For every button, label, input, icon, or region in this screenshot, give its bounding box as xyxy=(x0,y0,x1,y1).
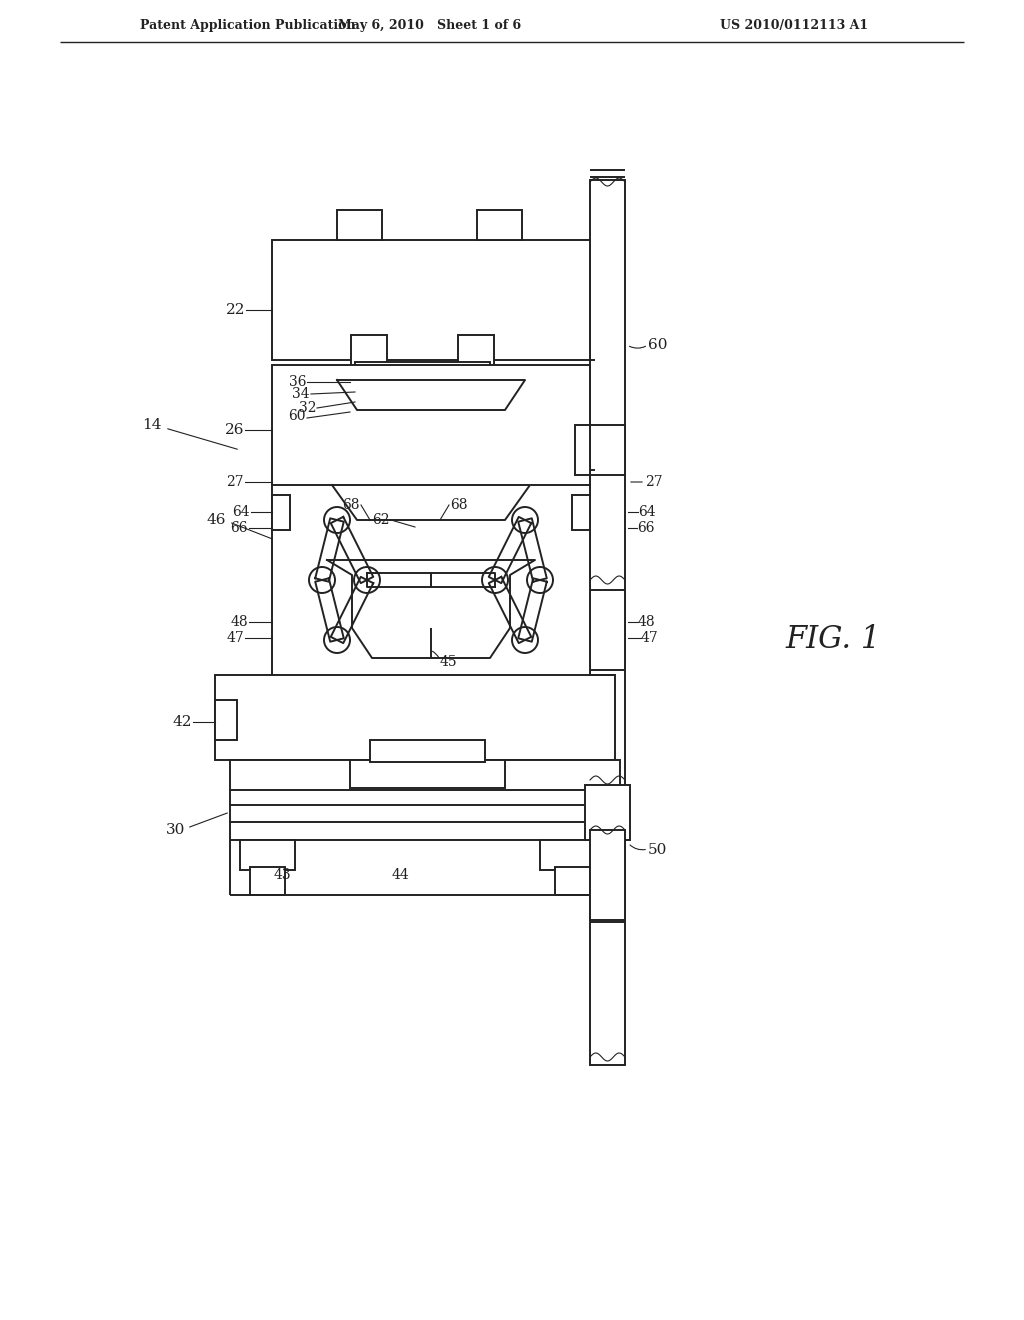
Polygon shape xyxy=(327,560,535,657)
Polygon shape xyxy=(488,577,531,643)
Text: 45: 45 xyxy=(440,655,458,669)
Text: 64: 64 xyxy=(638,506,655,519)
Text: 60: 60 xyxy=(289,409,306,422)
Bar xyxy=(370,741,485,762)
Polygon shape xyxy=(518,578,547,642)
Bar xyxy=(590,180,625,1065)
Bar xyxy=(590,425,625,475)
Text: Patent Application Publication: Patent Application Publication xyxy=(140,18,355,32)
Bar xyxy=(572,495,590,531)
Text: 32: 32 xyxy=(299,401,316,414)
Bar xyxy=(272,366,590,490)
Bar xyxy=(419,572,443,587)
Text: 48: 48 xyxy=(230,615,248,630)
Bar xyxy=(351,459,387,482)
Text: 47: 47 xyxy=(226,631,244,645)
Text: 64: 64 xyxy=(232,506,250,519)
Circle shape xyxy=(482,568,508,593)
Circle shape xyxy=(309,568,335,593)
Circle shape xyxy=(512,507,538,533)
Text: 68: 68 xyxy=(342,498,360,512)
Bar xyxy=(590,830,625,920)
Bar xyxy=(272,484,590,680)
Polygon shape xyxy=(488,517,531,583)
Polygon shape xyxy=(315,578,344,642)
Bar xyxy=(350,760,505,788)
Bar xyxy=(575,425,590,475)
Polygon shape xyxy=(518,519,547,582)
Text: 34: 34 xyxy=(293,387,310,401)
Circle shape xyxy=(324,627,350,653)
Bar xyxy=(215,700,237,741)
Text: 43: 43 xyxy=(273,869,291,882)
Text: 66: 66 xyxy=(637,521,654,535)
Text: 26: 26 xyxy=(224,422,244,437)
Text: 44: 44 xyxy=(391,869,409,882)
Text: 46: 46 xyxy=(207,513,226,527)
Text: 42: 42 xyxy=(172,715,193,729)
Circle shape xyxy=(527,568,553,593)
Circle shape xyxy=(354,568,380,593)
Polygon shape xyxy=(332,484,530,520)
Text: 66: 66 xyxy=(230,521,248,535)
Bar xyxy=(590,590,625,671)
Circle shape xyxy=(324,507,350,533)
Text: US 2010/0112113 A1: US 2010/0112113 A1 xyxy=(720,18,868,32)
Bar xyxy=(458,459,494,482)
Text: 14: 14 xyxy=(142,418,162,432)
Bar xyxy=(458,335,494,385)
Polygon shape xyxy=(331,517,374,583)
Bar xyxy=(540,840,595,870)
Bar xyxy=(585,785,630,840)
Text: 62: 62 xyxy=(373,513,390,527)
Bar xyxy=(477,210,522,240)
Bar xyxy=(215,675,615,760)
Polygon shape xyxy=(315,519,344,582)
Text: 50: 50 xyxy=(648,843,668,857)
Bar xyxy=(337,210,382,240)
Text: May 6, 2010   Sheet 1 of 6: May 6, 2010 Sheet 1 of 6 xyxy=(339,18,521,32)
Bar xyxy=(272,495,290,531)
Text: 30: 30 xyxy=(166,822,185,837)
Text: 68: 68 xyxy=(450,498,468,512)
Text: 47: 47 xyxy=(641,631,658,645)
Text: 27: 27 xyxy=(645,475,663,488)
Text: 48: 48 xyxy=(638,615,655,630)
Bar xyxy=(355,362,490,380)
Bar xyxy=(230,760,620,840)
Text: 60: 60 xyxy=(648,338,668,352)
Polygon shape xyxy=(331,577,374,643)
Circle shape xyxy=(512,627,538,653)
Bar xyxy=(250,867,285,895)
Polygon shape xyxy=(431,573,495,587)
Text: 36: 36 xyxy=(289,375,306,389)
Polygon shape xyxy=(337,380,525,411)
Text: 27: 27 xyxy=(226,475,244,488)
Bar xyxy=(272,240,590,360)
Text: FIG. 1: FIG. 1 xyxy=(785,624,881,656)
Bar xyxy=(240,840,295,870)
Bar xyxy=(555,867,590,895)
Bar xyxy=(351,335,387,385)
Text: 22: 22 xyxy=(225,304,245,317)
Polygon shape xyxy=(367,573,431,587)
